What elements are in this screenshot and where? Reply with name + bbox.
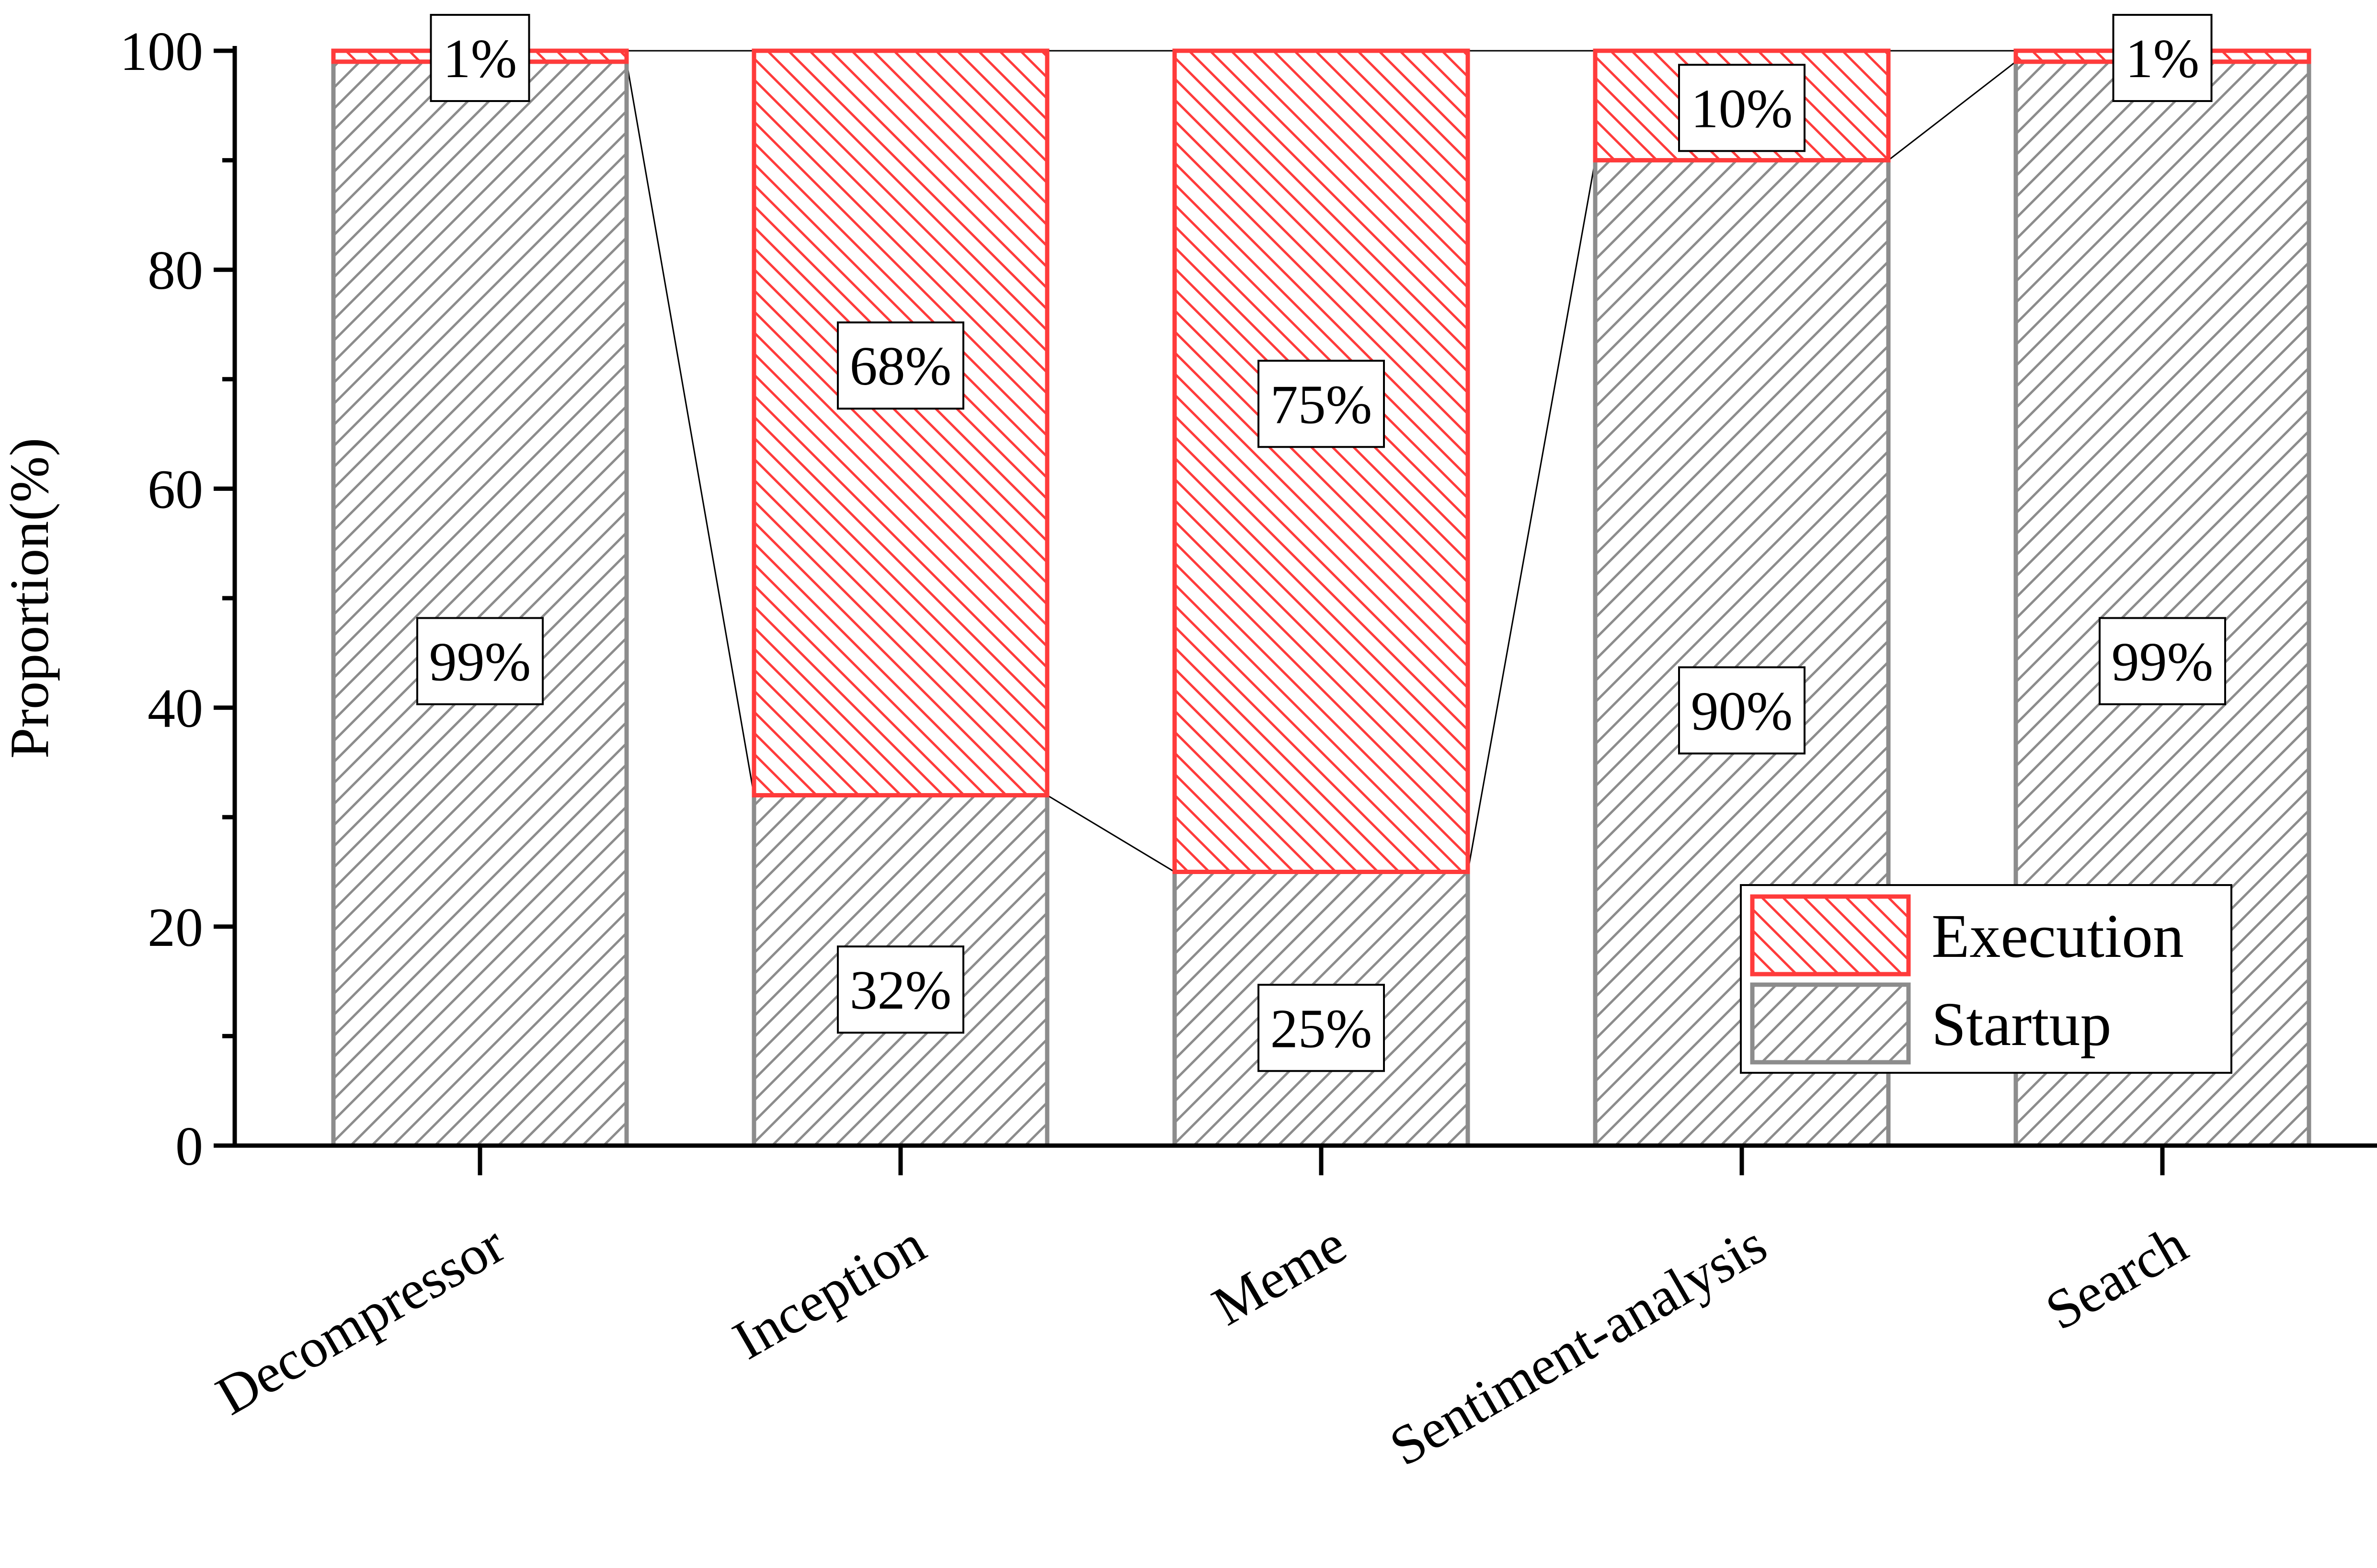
bar-execution-2 [1172,48,1470,874]
startup-label-0: 99% [429,631,531,693]
x-category-label: Sentiment-analysis [1380,1214,1777,1478]
x-category-label: Decompressor [206,1214,515,1427]
startup-label-4-box [2099,617,2226,705]
startup-label-2-box [1257,984,1385,1072]
bar-startup-0 [331,59,629,1148]
y-tick-label: 0 [175,1116,203,1177]
y-axis-title: Proportion(%) [0,438,60,759]
y-tick-label: 40 [148,678,203,739]
execution-label-1-box [837,321,964,410]
x-category-label: Inception [723,1214,936,1372]
execution-label-0-box [430,14,530,102]
legend: Execution Startup [1740,884,2232,1074]
connector-1 [1047,795,1175,873]
startup-label-2: 25% [1270,998,1372,1059]
connector-3 [1888,61,2016,161]
execution-label-2: 75% [1270,374,1372,435]
connector-lines [626,50,2016,873]
legend-label-execution: Execution [1931,902,2184,971]
connector-0 [626,61,755,795]
y-tick-label: 60 [148,459,203,520]
legend-swatch-startup [1750,982,1911,1065]
bar-execution-1 [752,48,1050,797]
y-tick-label: 100 [120,21,203,82]
execution-label-1: 68% [850,336,952,397]
connector-2 [1467,160,1596,872]
x-category-label: Search [2036,1214,2197,1342]
data-labels: 99% 1% 32% 68% 25% 75% 90% 10% 99% 1% [416,14,2226,1072]
execution-label-3: 10% [1691,78,1793,139]
x-category-label: Meme [1202,1214,1356,1338]
legend-label-startup: Startup [1931,990,2112,1059]
startup-label-1: 32% [850,960,952,1021]
startup-label-1-box [837,945,964,1034]
startup-label-0-box [416,617,544,705]
y-tick-label: 20 [148,897,203,958]
y-tick-label: 80 [148,240,203,301]
legend-swatch-execution [1750,894,1911,977]
execution-label-4-box [2112,14,2213,102]
execution-label-0: 1% [443,28,517,90]
execution-label-2-box [1257,360,1385,448]
startup-label-3-box [1678,666,1806,755]
startup-label-3: 90% [1691,681,1793,742]
execution-label-4: 1% [2126,28,2200,90]
startup-label-4: 99% [2112,631,2214,693]
execution-label-3-box [1678,64,1806,152]
